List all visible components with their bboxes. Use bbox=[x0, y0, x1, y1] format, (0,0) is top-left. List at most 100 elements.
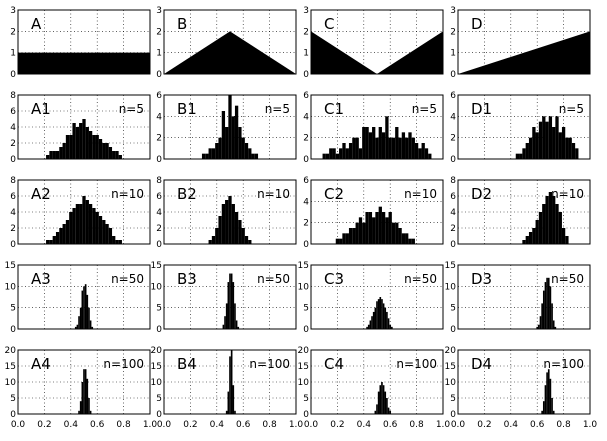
histogram-bar bbox=[329, 148, 333, 159]
histogram-bar bbox=[248, 148, 252, 159]
y-tick-label: 0 bbox=[10, 240, 16, 250]
x-tick-label: 0.8 bbox=[409, 420, 424, 430]
y-tick-label: 0 bbox=[10, 410, 16, 420]
x-tick-label: 0.6 bbox=[530, 420, 545, 430]
distribution-area-d bbox=[458, 31, 590, 74]
histogram-bar bbox=[542, 204, 546, 244]
histogram-bar bbox=[395, 222, 399, 244]
histogram-bar bbox=[519, 153, 523, 159]
distribution-area-b bbox=[164, 31, 296, 74]
y-tick-label: 3 bbox=[156, 6, 162, 16]
panel-frame bbox=[310, 179, 444, 245]
histogram-bar bbox=[551, 303, 553, 329]
histogram-bar bbox=[561, 127, 566, 159]
histogram-bar bbox=[546, 372, 548, 414]
histogram-bar bbox=[231, 116, 235, 159]
histogram-bar bbox=[372, 311, 375, 329]
y-tick-label: 10 bbox=[5, 378, 17, 388]
x-tick-label: 1.0 bbox=[289, 420, 304, 430]
histogram-bar bbox=[221, 204, 226, 244]
histogram-bar bbox=[555, 204, 559, 244]
histogram-bar bbox=[232, 385, 235, 414]
histogram-bar bbox=[355, 222, 359, 244]
histogram-bar bbox=[75, 127, 80, 159]
histogram-bar bbox=[342, 143, 346, 159]
histogram-bar bbox=[365, 127, 369, 159]
histogram-bar bbox=[234, 212, 239, 244]
histogram-bar bbox=[558, 132, 562, 159]
histogram-bar bbox=[371, 316, 373, 329]
y-tick-label: 0 bbox=[303, 410, 309, 420]
histogram-bar bbox=[84, 369, 87, 414]
y-tick-label: 4 bbox=[450, 208, 456, 218]
y-tick-label: 1 bbox=[10, 49, 16, 59]
histogram-bar bbox=[405, 137, 409, 159]
panel-frame bbox=[310, 349, 444, 415]
histogram-bar bbox=[535, 132, 539, 159]
y-tick-label: 5 bbox=[303, 304, 309, 314]
histogram-bar bbox=[381, 212, 386, 244]
histogram-bar bbox=[384, 391, 387, 414]
panel-frame bbox=[457, 179, 591, 245]
y-tick-label: 20 bbox=[298, 346, 310, 356]
histogram-bar bbox=[205, 153, 209, 159]
panel-frame bbox=[17, 349, 151, 415]
y-tick-label: 6 bbox=[10, 107, 16, 117]
y-tick-label: 0 bbox=[303, 240, 309, 250]
histogram-bar bbox=[379, 385, 382, 414]
histogram-bar bbox=[389, 324, 392, 329]
histogram-bar bbox=[118, 155, 122, 159]
panel-frame bbox=[457, 9, 591, 75]
histogram-bar bbox=[235, 320, 238, 329]
panel-label: A2 bbox=[31, 185, 51, 203]
histogram-bar bbox=[69, 212, 73, 244]
histogram-bar bbox=[411, 238, 415, 244]
panel-label: D2 bbox=[471, 185, 492, 203]
histogram-bar bbox=[539, 316, 542, 329]
histogram-bar bbox=[244, 236, 249, 244]
histogram-bar bbox=[82, 196, 86, 244]
histogram-bar bbox=[535, 220, 539, 244]
histogram-bar bbox=[408, 238, 412, 244]
histogram-bar bbox=[92, 135, 96, 159]
histogram-bar bbox=[355, 137, 359, 159]
y-tick-label: 0 bbox=[156, 155, 162, 165]
histogram-bar bbox=[382, 385, 385, 414]
y-tick-label: 5 bbox=[156, 394, 162, 404]
sample-size-label: n=50 bbox=[257, 272, 290, 286]
panel-frame bbox=[457, 94, 591, 160]
panel-a4: 0 5 10 15 20 A4 n=100 0.0 0.2 0.4 0.6 0.8 1.0 bbox=[5, 346, 158, 430]
x-tick-label: 0.4 bbox=[357, 420, 372, 430]
panel-d2: 0 2 4 6 8 D2 n=10 bbox=[450, 176, 591, 250]
y-tick-label: 4 bbox=[450, 112, 456, 122]
histogram-bar bbox=[237, 326, 240, 329]
histogram-bar bbox=[78, 316, 80, 329]
histogram-bar bbox=[339, 148, 343, 159]
y-tick-label: 15 bbox=[298, 261, 309, 271]
y-tick-label: 0 bbox=[156, 70, 162, 80]
histogram-bar bbox=[227, 282, 230, 329]
histogram-bar bbox=[98, 216, 103, 244]
histogram-bar bbox=[389, 410, 392, 414]
y-tick-label: 4 bbox=[303, 112, 309, 122]
y-tick-label: 10 bbox=[151, 378, 163, 388]
panel-c4: 0 5 10 15 20 C4 n=100 0.0 0.2 0.4 0.6 0.8 1.0 bbox=[298, 346, 451, 430]
panel-c3: 0 5 10 15 C3 n=50 bbox=[298, 261, 444, 335]
histogram-bar bbox=[549, 286, 552, 329]
histogram-bar bbox=[89, 410, 92, 414]
histogram-bar bbox=[547, 369, 550, 414]
histogram-bar bbox=[84, 284, 87, 329]
histogram-bar bbox=[88, 398, 90, 414]
histogram-bar bbox=[374, 307, 377, 329]
y-tick-label: 20 bbox=[151, 346, 163, 356]
x-tick-label: 0.4 bbox=[504, 420, 519, 430]
histogram-bar bbox=[552, 410, 555, 414]
y-tick-label: 1 bbox=[303, 49, 309, 59]
histogram-bar bbox=[208, 240, 212, 244]
panel-label: D bbox=[471, 15, 483, 33]
panel-label: C3 bbox=[324, 270, 344, 288]
sample-size-label: n=10 bbox=[404, 187, 437, 201]
histogram-bar bbox=[542, 401, 545, 414]
histogram-bar bbox=[386, 398, 388, 414]
histogram-bar bbox=[88, 307, 90, 329]
